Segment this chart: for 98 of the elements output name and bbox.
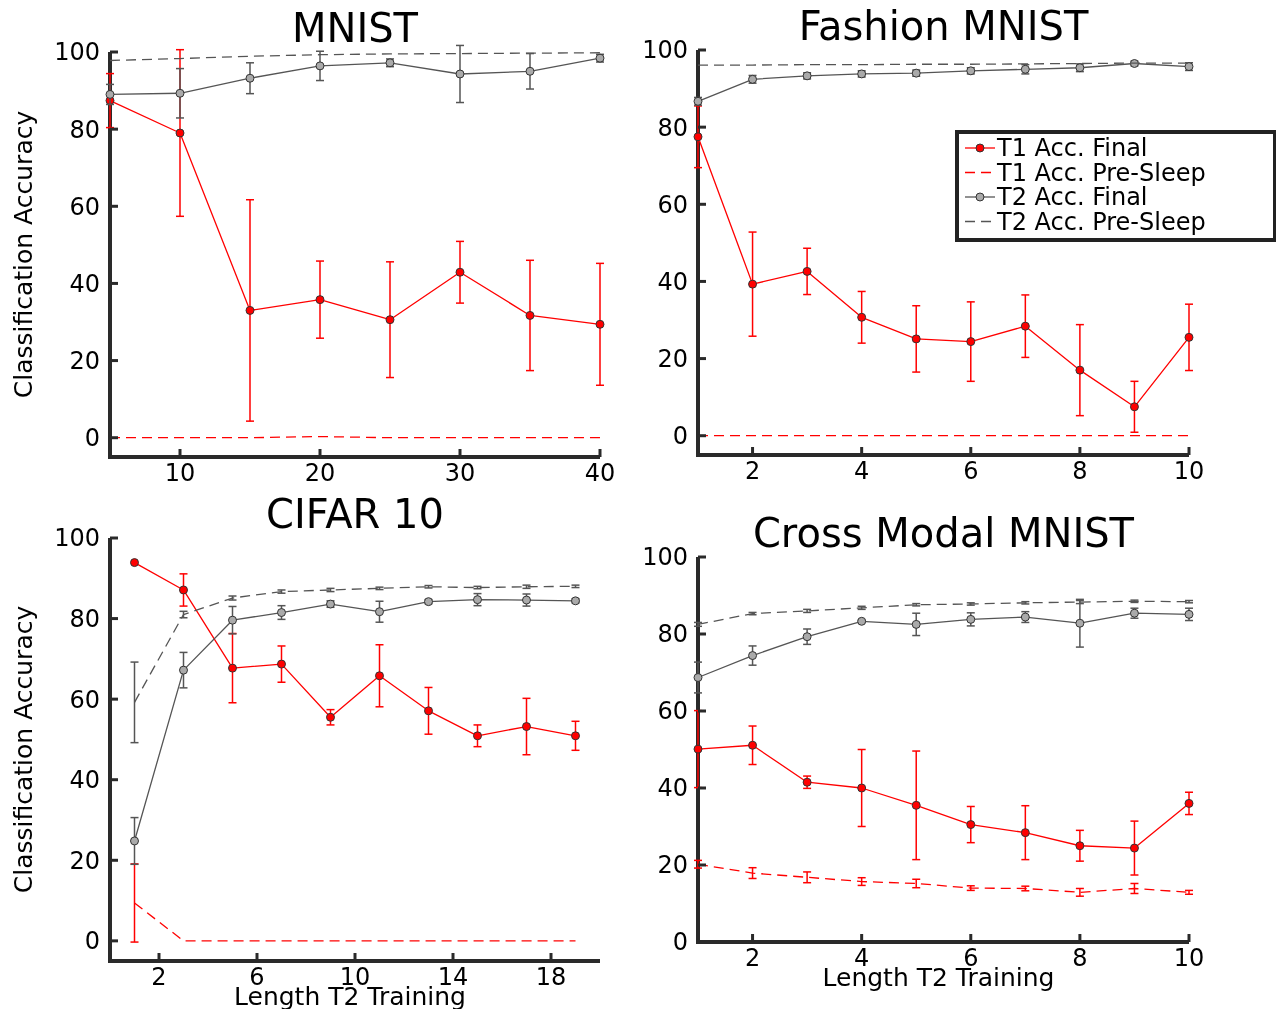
- point: [175, 88, 185, 98]
- y-axis-title: Classification Accuracy: [9, 110, 38, 399]
- y-tick-label: 60: [69, 685, 100, 714]
- point: [1129, 402, 1139, 412]
- point: [179, 585, 188, 595]
- point: [130, 558, 139, 568]
- y-tick-label: 0: [672, 928, 688, 957]
- y-tick-label: 40: [657, 267, 688, 296]
- y-tick-label: 40: [69, 269, 100, 298]
- chart-title: CIFAR 10: [266, 491, 444, 537]
- point: [1184, 332, 1194, 342]
- y-tick-label: 60: [657, 697, 688, 726]
- x-tick-label: 20: [304, 459, 336, 487]
- x-tick-label: 8: [1072, 457, 1088, 485]
- y-tick-label: 100: [642, 36, 688, 65]
- x-tick-label: 6: [963, 457, 979, 485]
- point: [748, 651, 758, 661]
- point: [245, 73, 255, 83]
- point: [455, 69, 465, 79]
- x-tick-label: 40: [584, 459, 616, 487]
- point: [966, 820, 976, 830]
- point: [375, 671, 384, 681]
- x-tick-label: 14: [437, 963, 469, 991]
- point: [1020, 828, 1030, 838]
- point: [802, 632, 812, 642]
- point: [326, 712, 335, 722]
- y-tick-label: 80: [69, 604, 100, 633]
- point: [228, 615, 237, 625]
- y-tick-label: 60: [657, 190, 688, 219]
- point: [375, 607, 384, 617]
- y-tick-label: 40: [657, 774, 688, 803]
- point: [315, 295, 325, 305]
- point: [1075, 365, 1085, 375]
- point: [277, 608, 286, 618]
- point: [595, 319, 605, 329]
- x-tick-label: 2: [744, 944, 761, 972]
- point: [455, 267, 465, 277]
- x-tick-label: 18: [535, 963, 567, 991]
- point: [857, 312, 867, 322]
- point: [525, 310, 535, 320]
- y-tick-label: 20: [657, 851, 688, 880]
- point: [911, 619, 921, 629]
- point: [911, 800, 921, 810]
- y-axis-title: Classification Accuracy: [9, 605, 38, 894]
- y-tick-label: 20: [69, 346, 100, 375]
- point: [385, 315, 395, 325]
- point: [693, 132, 703, 142]
- point: [748, 740, 758, 750]
- x-tick-label: 4: [854, 457, 870, 485]
- x-tick-label: 10: [1173, 944, 1205, 972]
- point: [748, 279, 758, 289]
- y-tick-label: 0: [84, 424, 100, 453]
- point: [693, 673, 703, 682]
- y-tick-label: 0: [84, 927, 100, 956]
- point: [473, 731, 482, 741]
- x-tick-label: 2: [744, 457, 761, 485]
- point: [1129, 843, 1139, 853]
- y-tick-label: 80: [69, 115, 100, 144]
- point: [1075, 618, 1085, 628]
- point: [175, 128, 185, 138]
- x-tick-label: 10: [1173, 457, 1205, 485]
- x-tick-label: 10: [164, 459, 196, 487]
- point: [693, 744, 703, 754]
- point: [966, 337, 976, 347]
- point: [424, 706, 433, 716]
- y-tick-label: 40: [69, 766, 100, 795]
- point: [911, 334, 921, 344]
- point: [277, 659, 286, 669]
- point: [522, 722, 531, 732]
- y-tick-label: 20: [657, 344, 688, 373]
- point: [105, 89, 115, 99]
- y-tick-label: 20: [69, 846, 100, 875]
- y-tick-label: 80: [657, 620, 688, 649]
- point: [857, 616, 867, 626]
- chart-title: Fashion MNIST: [798, 3, 1089, 49]
- chart-title: Cross Modal MNIST: [752, 510, 1135, 556]
- y-tick-label: 0: [672, 422, 688, 451]
- point: [179, 665, 188, 675]
- point: [130, 836, 139, 846]
- chart-title: MNIST: [291, 5, 419, 51]
- point: [802, 266, 812, 276]
- point: [228, 663, 237, 673]
- point: [857, 783, 867, 793]
- x-tick-label: 2: [151, 963, 167, 991]
- y-tick-label: 100: [54, 524, 100, 553]
- point: [245, 305, 255, 315]
- y-tick-label: 100: [642, 543, 688, 572]
- point: [525, 66, 535, 76]
- point: [315, 61, 325, 71]
- y-tick-label: 100: [54, 38, 100, 67]
- point: [1184, 798, 1194, 808]
- point: [571, 731, 580, 741]
- x-tick-label: 30: [444, 459, 476, 487]
- y-tick-label: 80: [657, 113, 688, 142]
- point: [1020, 321, 1030, 331]
- x-tick-label: 8: [1072, 944, 1088, 972]
- y-tick-label: 60: [69, 192, 100, 221]
- point: [1075, 841, 1085, 851]
